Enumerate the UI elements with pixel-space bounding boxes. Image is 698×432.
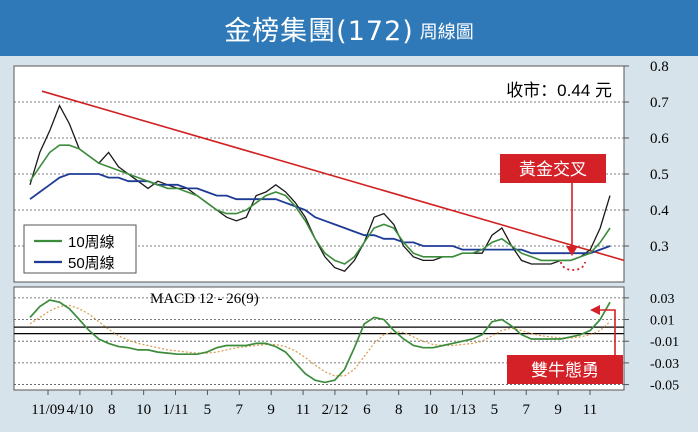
x-tick-label: 11: [583, 402, 597, 418]
x-tick-label: 10: [136, 402, 151, 418]
macd-series: [29, 299, 611, 384]
x-tick-label: 8: [108, 402, 116, 418]
x-tick-label: 7: [236, 402, 244, 418]
macd-tick-label: 0.03: [650, 292, 675, 307]
x-tick-label: 7: [522, 402, 530, 418]
price-tick-label: 0.6: [650, 131, 669, 147]
price-tick-label: 0.8: [650, 59, 669, 75]
price-tick-label: 0.5: [650, 167, 669, 183]
macd-tick-label: 0.01: [650, 314, 675, 329]
x-tick-label: 1/11: [162, 402, 188, 418]
price-axis-ticks: 0.3 0.4 0.5 0.6 0.7 0.8: [624, 59, 669, 255]
x-tick-label: 1/13: [449, 402, 476, 418]
macd-tick-label: -0.05: [650, 379, 679, 394]
golden-cross-marker: [560, 261, 586, 271]
legend-box: [23, 224, 137, 274]
price-tick-label: 0.3: [650, 239, 669, 255]
bullish-badge: [507, 355, 623, 384]
ma10-series: [29, 144, 611, 265]
x-tick-label: 11: [296, 402, 310, 418]
x-tick-label: 5: [491, 402, 499, 418]
x-tick-label: 2/12: [322, 402, 349, 418]
macd-axis-ticks: 0.03 0.01 -0.01 -0.03 -0.05: [624, 292, 679, 394]
bullish-pointer: [596, 309, 616, 355]
page-subtitle: 周線圖: [419, 22, 474, 43]
macd-tick-label: -0.01: [650, 335, 679, 350]
golden-cross-badge: [500, 154, 606, 183]
x-tick-label: 10: [423, 402, 438, 418]
x-axis-ticks: 11/09 4/10 8 10 1/11 5 7 9 11 2/12 6 8 10 1/13 5 7 9 11: [31, 390, 597, 418]
golden-cross-callout: 黃金交叉: [500, 154, 606, 271]
price-gridlines: [14, 101, 624, 247]
x-tick-label: 11/09: [31, 402, 65, 418]
x-tick-label: 5: [204, 402, 212, 418]
bullish-text: 雙牛態勇: [531, 361, 599, 381]
legend-ma50-label: 50周線: [68, 255, 115, 272]
legend-ma10-label: 10周線: [68, 234, 115, 251]
ma50-series: [29, 173, 611, 255]
x-tick-label: 6: [363, 402, 371, 418]
x-tick-label: 9: [267, 402, 275, 418]
x-tick-label: 8: [395, 402, 403, 418]
macd-tick-label: -0.03: [650, 357, 679, 372]
golden-cross-arrowhead: [566, 246, 578, 256]
price-tick-label: 0.4: [650, 203, 669, 219]
legend: 10周線 50周線: [23, 224, 137, 274]
golden-cross-text: 黃金交叉: [519, 160, 587, 180]
downtrend-line: [41, 90, 625, 262]
bullish-arrowhead: [590, 305, 600, 315]
bullish-callout: 雙牛態勇: [507, 305, 623, 384]
page-title: 金榜集團(172): [224, 15, 414, 47]
macd-gridlines: [14, 297, 624, 385]
x-tick-label: 9: [554, 402, 562, 418]
title-bar: 金榜集團(172) 周線圖: [0, 0, 698, 56]
macd-title: MACD 12 - 26(9): [150, 291, 259, 307]
x-tick-label: 4/10: [67, 402, 94, 418]
close-price-label: 收市：0.44 元: [506, 81, 612, 100]
price-tick-label: 0.7: [650, 95, 669, 111]
